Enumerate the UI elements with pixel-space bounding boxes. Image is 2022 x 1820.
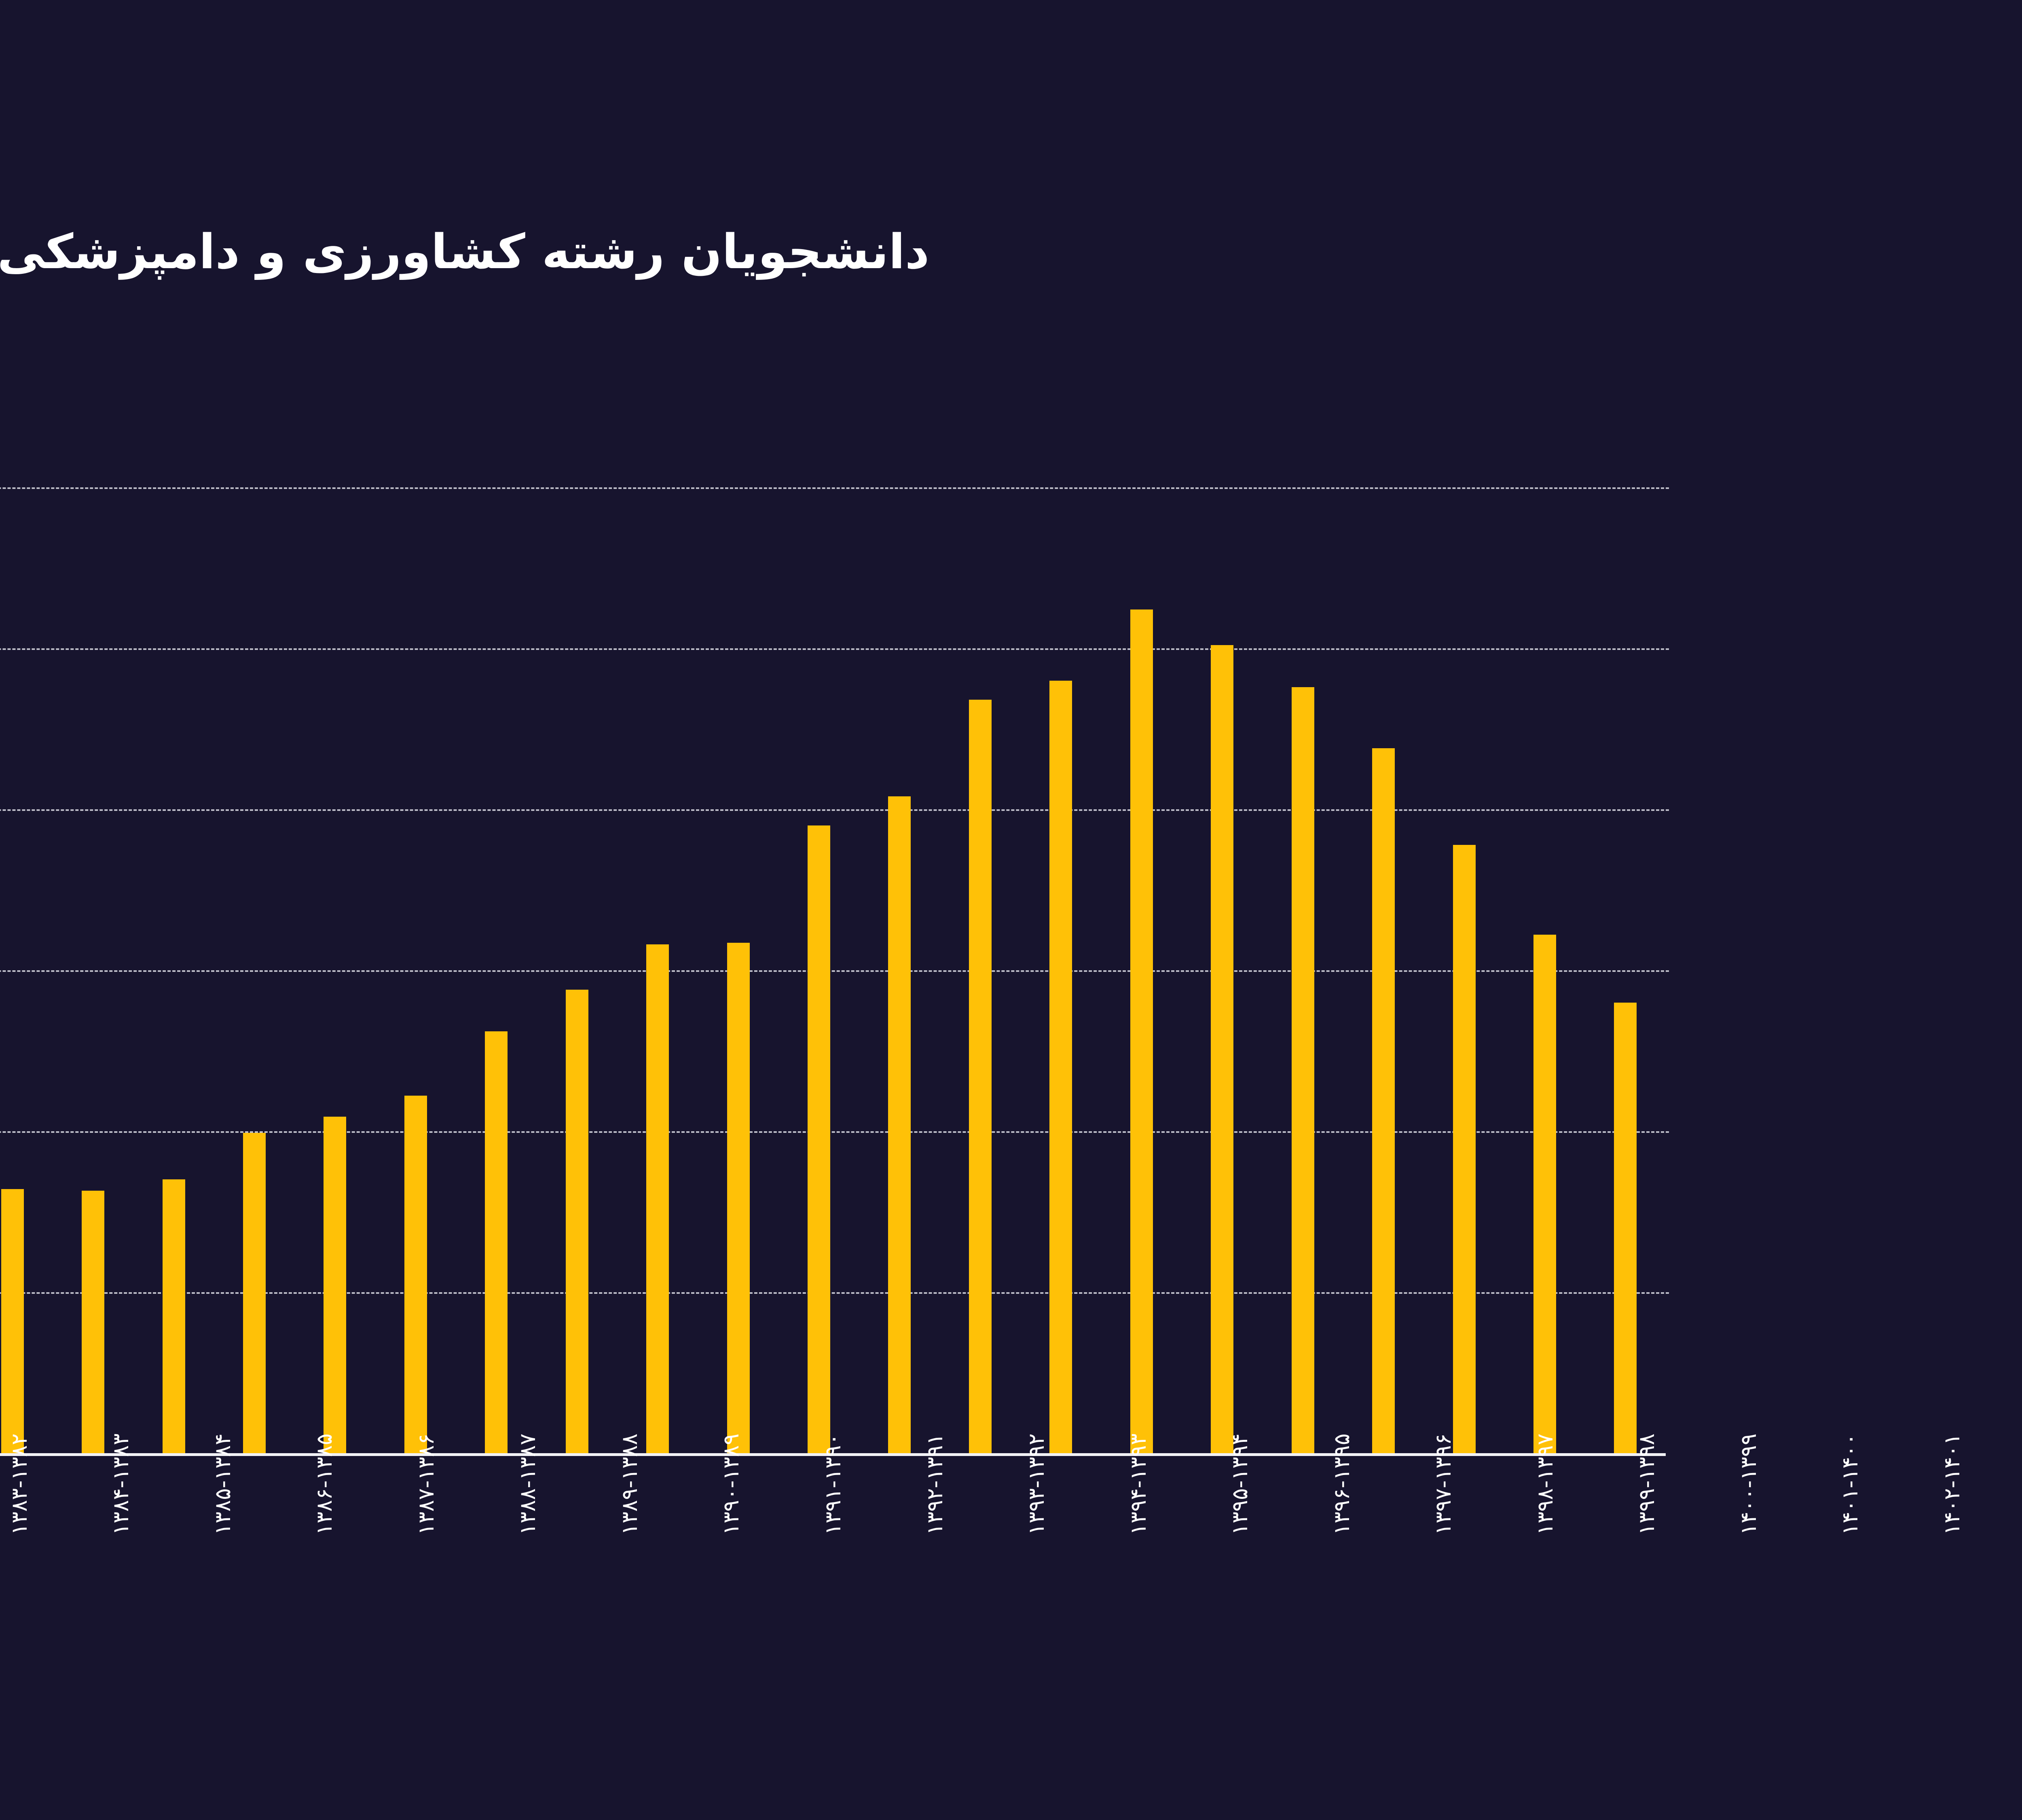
bar-slot: [456, 487, 537, 1453]
bar-slot: [0, 487, 53, 1453]
bar[interactable]: [485, 1031, 508, 1453]
bar-slot: [133, 487, 214, 1453]
bar-slot: [617, 487, 698, 1453]
x-slot: ۱۳۹۰-۱۳۸۹: [667, 1433, 769, 1755]
x-axis-tick-label: ۱۳۹۱-۱۳۹۰: [820, 1433, 846, 1535]
x-slot: ۱۳۸۸-۱۳۸۷: [464, 1433, 566, 1755]
x-slot: ۱۳۹۴-۱۳۹۳: [1074, 1433, 1176, 1755]
x-slot: ۱۳۸۵-۱۳۸۴: [159, 1433, 261, 1755]
bar-slot: [778, 487, 859, 1453]
x-axis-tick-label: ۱۳۸۵-۱۳۸۴: [209, 1433, 235, 1535]
x-slot: ۱۳۹۲-۱۳۹۱: [871, 1433, 973, 1755]
bar[interactable]: [82, 1191, 105, 1453]
x-slot: ۱۳۹۹-۱۳۹۸: [1583, 1433, 1685, 1755]
x-slot: ۱۳۹۱-۱۳۹۰: [769, 1433, 871, 1755]
bar[interactable]: [808, 825, 831, 1453]
bar[interactable]: [888, 796, 911, 1453]
bar-slot: [1424, 487, 1504, 1453]
bar[interactable]: [324, 1117, 347, 1453]
bar-slot: [1585, 487, 1666, 1453]
bar-slot: [53, 487, 133, 1453]
bar[interactable]: [1049, 680, 1072, 1453]
bar[interactable]: [1372, 748, 1395, 1453]
x-slot: ۱۴۰۰-۱۳۹۹: [1685, 1433, 1787, 1755]
bar-slot: [1021, 487, 1101, 1453]
x-axis-tick-label: ۱۳۹۴-۱۳۹۳: [1125, 1433, 1151, 1535]
x-slot: ۱۳۸۶-۱۳۸۵: [260, 1433, 362, 1755]
bar[interactable]: [565, 989, 588, 1453]
x-slot: ۱۳۸۴-۱۳۸۳: [57, 1433, 159, 1755]
x-axis-tick-label: ۱۳۸۶-۱۳۸۵: [311, 1433, 337, 1535]
x-axis-tick-label: ۱۳۸۸-۱۳۸۷: [515, 1433, 541, 1535]
bar-slot: [1504, 487, 1585, 1453]
x-axis-tick-label: ۱۴۰۱-۱۴۰۰: [1837, 1433, 1863, 1535]
bar[interactable]: [1, 1189, 24, 1453]
x-axis-tick-label: ۱۳۸۷-۱۳۸۶: [413, 1433, 439, 1535]
bar-slot: [375, 487, 456, 1453]
x-slot: ۱۳۸۷-۱۳۸۶: [362, 1433, 464, 1755]
x-slot: ۱۴۰۱-۱۴۰۰: [1786, 1433, 1888, 1755]
bar[interactable]: [404, 1096, 427, 1453]
x-axis: ۱۳۷۶-۱۳۷۵۱۳۷۷-۱۳۷۶۱۳۷۸-۱۳۷۷۱۳۷۹-۱۳۷۸۱۳۸۰…: [0, 1433, 1964, 1755]
x-axis-tick-label: ۱۳۹۳-۱۳۹۲: [1023, 1433, 1049, 1535]
x-axis-tick-label: ۱۳۹۲-۱۳۹۱: [922, 1433, 948, 1535]
bar[interactable]: [969, 700, 992, 1453]
x-slot: ۱۴۰۳-۱۴۰۲: [1990, 1472, 2022, 1755]
x-axis-tick-label: ۱۳۹۹-۱۳۹۸: [1633, 1433, 1659, 1535]
bar-slot: [698, 487, 778, 1453]
bar[interactable]: [1453, 844, 1476, 1453]
x-slot: ۱۳۸۳-۱۳۸۲: [0, 1433, 57, 1755]
bar-slot: [537, 487, 617, 1453]
bar[interactable]: [1211, 645, 1234, 1453]
bar[interactable]: [1291, 687, 1314, 1453]
x-axis-tick-label: ۱۳۸۳-۱۳۸۲: [6, 1433, 32, 1535]
bar-slot: [295, 487, 375, 1453]
x-axis-tick-label: ۱۳۹۶-۱۳۹۵: [1328, 1433, 1354, 1535]
bar[interactable]: [646, 944, 669, 1453]
x-slot: ۱۴۰۲-۱۴۰۱: [1888, 1433, 1990, 1755]
bar-slot: [1101, 487, 1182, 1453]
x-slot: ۱۳۹۶-۱۳۹۵: [1278, 1433, 1380, 1755]
bar-series: [0, 487, 1666, 1453]
x-axis-tick-label: ۱۳۹۵-۱۳۹۴: [1227, 1433, 1252, 1535]
bar[interactable]: [1533, 935, 1556, 1453]
bar[interactable]: [1130, 609, 1153, 1453]
bar[interactable]: [727, 943, 750, 1453]
x-axis-tick-label: ۱۳۸۹-۱۳۸۸: [616, 1433, 642, 1535]
bar-slot: [1343, 487, 1423, 1453]
x-axis-tick-label: ۱۴۰۲-۱۴۰۱: [1939, 1433, 1965, 1535]
bar-slot: [214, 487, 294, 1453]
bar-slot: [940, 487, 1020, 1453]
plot-area: [0, 487, 1669, 1456]
x-slot: ۱۳۹۷-۱۳۹۶: [1379, 1433, 1481, 1755]
x-axis-tick-label: ۱۴۰۰-۱۳۹۹: [1735, 1433, 1761, 1535]
bar-slot: [859, 487, 940, 1453]
bar[interactable]: [1614, 1002, 1637, 1453]
x-slot: ۱۳۹۸-۱۳۹۷: [1481, 1433, 1583, 1755]
x-slot: ۱۳۹۵-۱۳۹۴: [1176, 1433, 1278, 1755]
bar-slot: [1263, 487, 1343, 1453]
x-axis-tick-label: ۱۳۹۸-۱۳۹۷: [1532, 1433, 1558, 1535]
x-axis-tick-label: ۱۳۹۰-۱۳۸۹: [718, 1433, 744, 1535]
bar[interactable]: [162, 1179, 185, 1453]
bar-slot: [1182, 487, 1263, 1453]
x-axis-tick-label: ۱۳۹۷-۱۳۹۶: [1430, 1433, 1456, 1535]
x-slot: ۱۳۹۳-۱۳۹۲: [973, 1433, 1074, 1755]
x-slot: ۱۳۸۹-۱۳۸۸: [566, 1433, 668, 1755]
x-axis-tick-label: ۱۳۸۴-۱۳۸۳: [108, 1433, 134, 1535]
page-title: دانشجویان رشته کشاورزی و دامپزشکی (نفر): [0, 224, 930, 280]
bar[interactable]: [243, 1132, 266, 1453]
